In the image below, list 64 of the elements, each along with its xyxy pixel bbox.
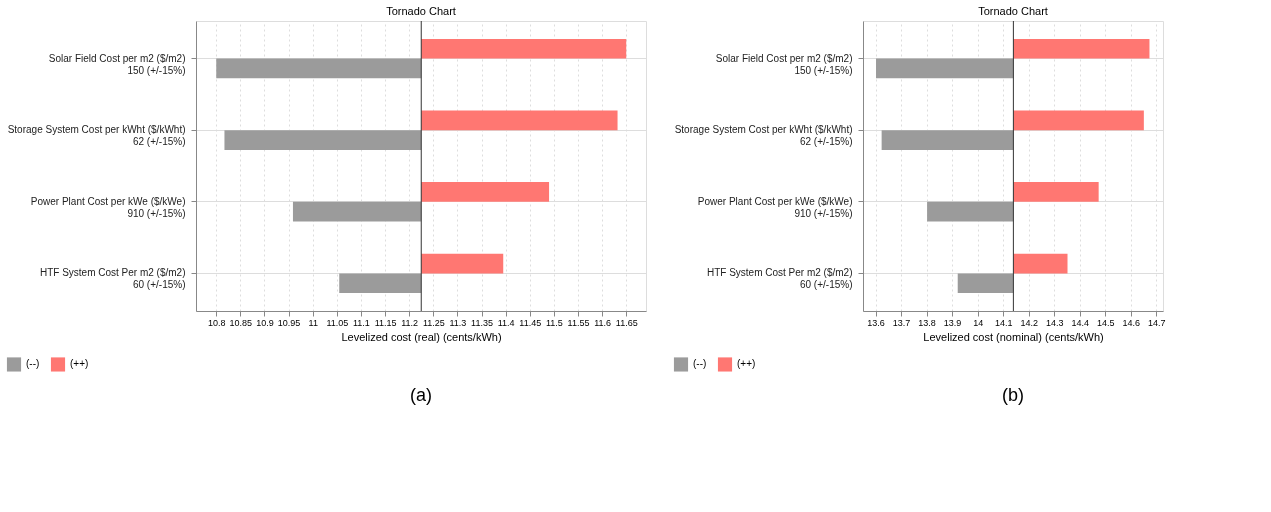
bar [927, 201, 1014, 222]
x-tick-label: 14 [973, 317, 984, 328]
x-tick-label: 13.6 [867, 317, 885, 328]
bar [957, 273, 1014, 294]
bar [421, 38, 627, 59]
legend-label: (--) [26, 358, 40, 370]
x-tick-label: 11.1 [353, 317, 370, 328]
text: (b) [1002, 385, 1024, 405]
chart-title: Tornado Chart [386, 4, 456, 17]
x-axis-title: Levelized cost (real) (cents/kWh) [341, 330, 502, 343]
bar [224, 130, 422, 150]
x-tick-label: 14.2 [1020, 317, 1038, 328]
x-tick-label: 10.95 [277, 317, 301, 328]
x-tick-label: 14.6 [1122, 317, 1141, 328]
bar [216, 58, 422, 79]
x-tick-label: 11.55 [567, 317, 590, 328]
x-tick-label: 11.25 [422, 317, 445, 328]
x-tick-label: 11.3 [449, 317, 467, 328]
text: (a) [410, 385, 432, 405]
bar [1013, 253, 1068, 274]
x-tick-label: 11.65 [615, 317, 638, 328]
y-tick-label: HTF System Cost Per m2 ($/m2) 60 (+/-15%) [706, 267, 853, 291]
x-tick-label: 10.8 [207, 317, 226, 328]
bar [1013, 38, 1150, 59]
bar [421, 110, 618, 131]
y-tick-label: Power Plant Cost per kWe ($/kWe) 910 (+/-15%) [697, 195, 853, 219]
x-tick-label: 11.6 [594, 317, 612, 328]
x-tick-label: 10.85 [229, 317, 253, 328]
bar [292, 201, 422, 222]
chart-title: Tornado Chart [978, 4, 1048, 17]
y-tick-label: Solar Field Cost per m2 ($/m2) 150 (+/-15%) [48, 52, 186, 76]
x-tick-label: 13.9 [943, 317, 962, 328]
x-tick-label: 11.4 [497, 317, 515, 328]
bar [876, 58, 1014, 79]
x-tick-label: 11.45 [519, 317, 542, 328]
bar [881, 130, 1014, 150]
x-tick-label: 11.5 [545, 317, 563, 328]
x-tick-label: 11.15 [374, 317, 397, 328]
bar [1013, 110, 1144, 131]
x-tick-label: 14.5 [1097, 317, 1115, 328]
bar [339, 273, 422, 294]
x-tick-label: 11 [308, 317, 318, 328]
y-tick-label: Storage System Cost per kWht ($/kWht) 62 (+/-15%) [7, 124, 186, 148]
y-tick-label: HTF System Cost Per m2 ($/m2) 60 (+/-15%) [39, 267, 186, 291]
x-tick-label: 14.1 [994, 317, 1013, 328]
x-tick-label: 13.7 [892, 317, 911, 328]
bar [421, 253, 504, 274]
legend-label: (++) [70, 358, 89, 370]
y-tick-label: Storage System Cost per kWht ($/kWht) 62 (+/-15%) [674, 124, 853, 148]
y-tick-label: Solar Field Cost per m2 ($/m2) 150 (+/-15%) [715, 52, 853, 76]
bar [421, 182, 550, 202]
x-tick-label: 14.7 [1148, 317, 1166, 328]
x-tick-label: 11.05 [326, 317, 349, 328]
x-tick-label: 10.9 [256, 317, 274, 328]
x-tick-label: 11.2 [401, 317, 419, 328]
x-axis-title: Levelized cost (nominal) (cents/kWh) [923, 330, 1104, 343]
x-tick-label: 13.8 [918, 317, 936, 328]
x-tick-label: 14.4 [1071, 317, 1090, 328]
bar [1013, 182, 1099, 202]
y-tick-label: Power Plant Cost per kWe ($/kWe) 910 (+/-15%) [30, 195, 186, 219]
legend-label: (--) [693, 358, 707, 370]
x-tick-label: 14.3 [1045, 317, 1064, 328]
x-tick-label: 11.35 [471, 317, 493, 328]
legend-label: (++) [737, 358, 756, 370]
